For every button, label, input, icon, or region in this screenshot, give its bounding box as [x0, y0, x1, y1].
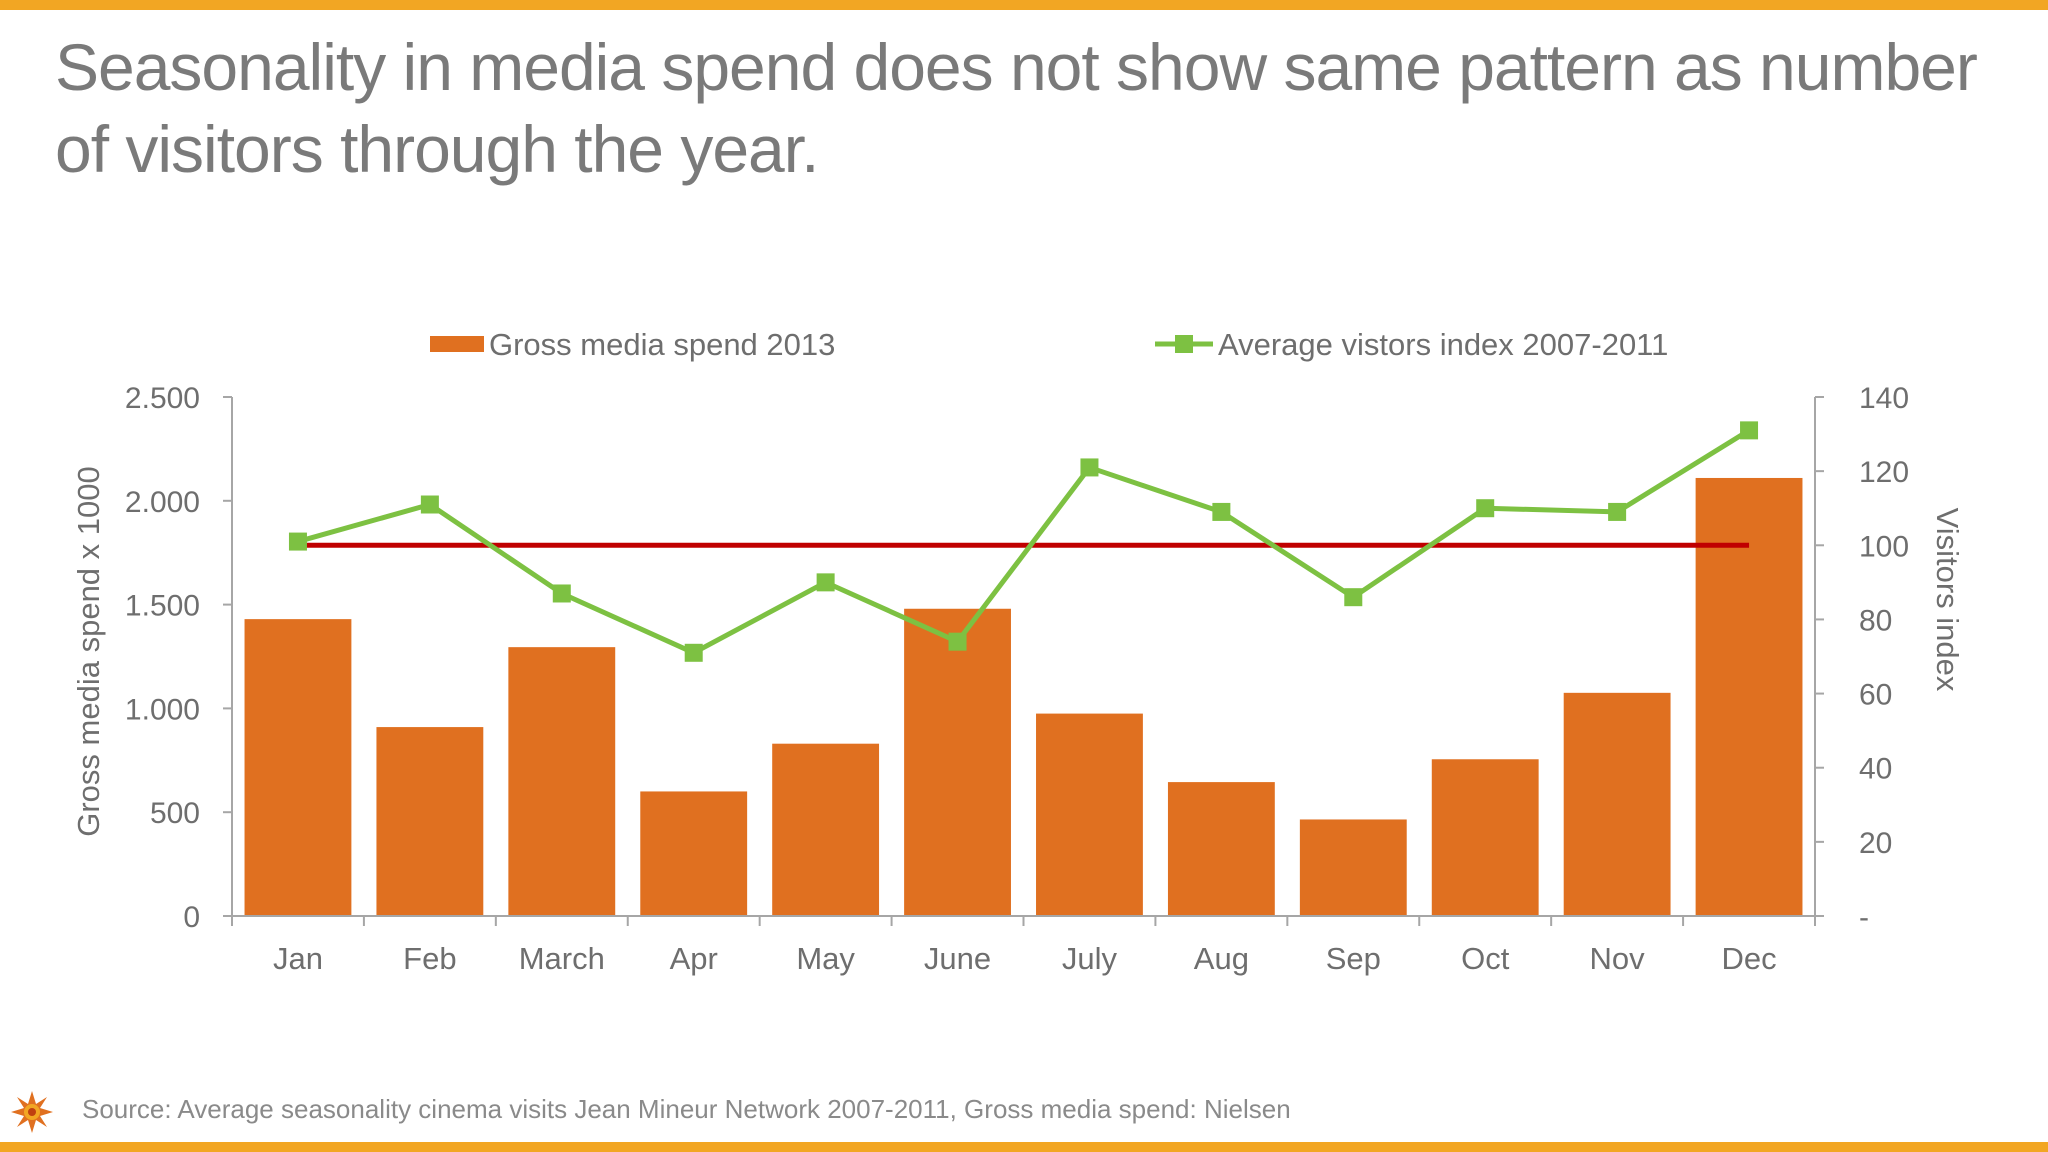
visitors-marker-jan: [288, 532, 307, 551]
visitors-marker-may: [816, 573, 835, 592]
y2-tick-label: 140: [1859, 382, 1909, 415]
bar-june: [904, 608, 1011, 916]
top-accent-bar: [0, 0, 2048, 10]
y2-tick-label: -: [1859, 901, 1869, 934]
bar-sep: [1299, 819, 1407, 916]
y2-axis-title: Visitors index: [1930, 508, 1965, 692]
bar-dec: [1695, 477, 1803, 916]
y2-tick-label: 100: [1859, 530, 1909, 563]
bar-jan: [244, 619, 352, 916]
legend-label-visitors: Average vistors index 2007-2011: [1218, 327, 1668, 362]
bar-feb: [376, 727, 484, 916]
bar-oct: [1431, 759, 1539, 916]
x-tick-label: Oct: [1461, 941, 1510, 976]
y-tick-label: 2.500: [125, 382, 200, 415]
visitors-marker-june: [948, 632, 967, 651]
bar-apr: [640, 791, 748, 916]
visitors-marker-july: [1080, 458, 1099, 477]
x-tick-label: Feb: [403, 941, 456, 976]
legend-marker-visitors: [1175, 335, 1193, 353]
visitors-marker-oct: [1476, 499, 1495, 518]
x-tick-label: May: [796, 941, 855, 976]
y2-tick-label: 40: [1859, 753, 1892, 786]
bar-nov: [1563, 692, 1671, 916]
x-tick-label: Sep: [1326, 941, 1381, 976]
y2-tick-label: 120: [1859, 456, 1909, 489]
y-tick-label: 1.000: [125, 693, 200, 726]
visitors-marker-aug: [1212, 502, 1231, 521]
visitors-marker-nov: [1608, 502, 1627, 521]
x-tick-label: June: [924, 941, 991, 976]
legend-label-media-spend: Gross media spend 2013: [489, 327, 835, 362]
x-tick-label: Nov: [1590, 941, 1646, 976]
y-tick-label: 2.000: [125, 486, 200, 519]
visitors-marker-sep: [1344, 588, 1363, 607]
bar-march: [508, 647, 616, 916]
x-tick-label: Jan: [273, 941, 323, 976]
visitors-index-line: [297, 428, 1751, 656]
x-tick-label: Apr: [670, 941, 718, 976]
bar-aug: [1167, 782, 1275, 916]
bar-may: [772, 743, 880, 916]
bar-july: [1036, 713, 1143, 916]
x-tick-label: Aug: [1194, 941, 1249, 976]
legend-swatch-media-spend: [430, 336, 484, 352]
y-tick-label: 1.500: [125, 590, 200, 623]
source-note: Source: Average seasonality cinema visit…: [82, 1094, 1291, 1124]
y2-tick-label: 20: [1859, 827, 1892, 860]
x-tick-label: Dec: [1721, 941, 1776, 976]
visitors-marker-feb: [420, 495, 439, 514]
y-tick-label: 500: [150, 797, 200, 830]
bottom-accent-bar: [0, 1142, 2048, 1152]
x-tick-label: March: [519, 941, 605, 976]
y-axis-title: Gross media spend x 1000: [71, 466, 106, 837]
visitors-marker-apr: [684, 643, 703, 662]
slide-title: Seasonality in media spend does not show…: [55, 30, 1978, 186]
y2-tick-label: 80: [1859, 604, 1892, 637]
visitors-marker-march: [552, 584, 571, 603]
combo-chart: 0 500 1.000 1.500 2.000 2.500 - 20 40 60 80 100 120 1…: [71, 327, 1965, 976]
y2-tick-label: 60: [1859, 679, 1892, 712]
x-tick-label: July: [1062, 941, 1118, 976]
y-tick-label: 0: [183, 901, 200, 934]
visitors-marker-dec: [1740, 421, 1759, 440]
sun-logo-icon: [10, 1090, 54, 1134]
